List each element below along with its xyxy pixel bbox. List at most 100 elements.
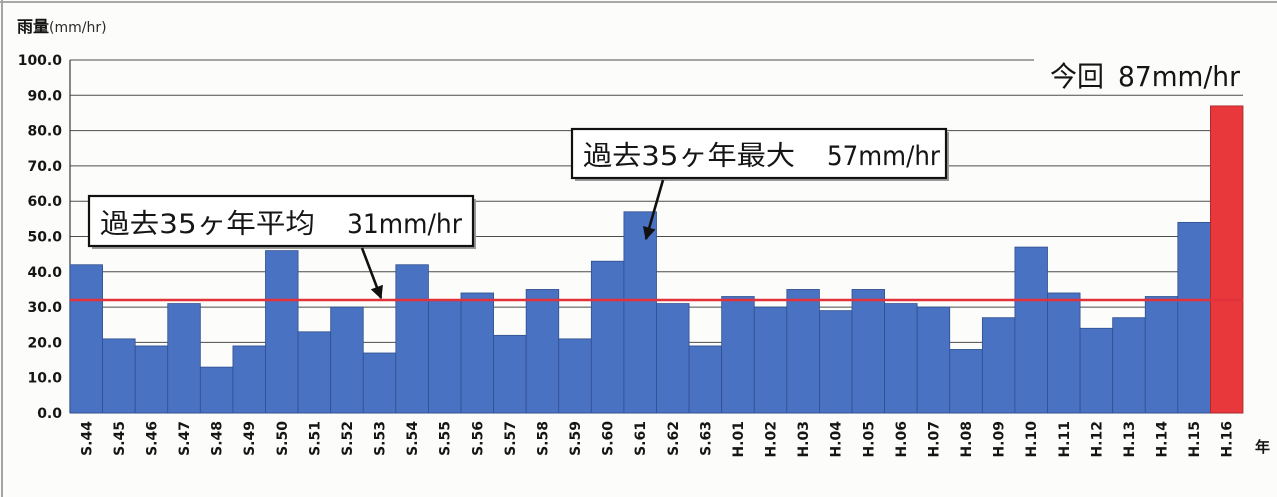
bar-s-63	[688, 345, 723, 414]
bar-s-52	[330, 306, 364, 414]
x-tick-label-h-10: H.10	[1024, 421, 1040, 458]
x-tick-label-h-06: H.06	[894, 421, 910, 458]
x-tick-label-s-61: S.61	[633, 421, 649, 456]
bar-s-60	[590, 260, 625, 414]
bars	[69, 105, 1244, 414]
y-axis-unit: (mm/hr)	[49, 20, 107, 36]
bar-s-55	[428, 299, 462, 414]
bar-h-07	[916, 306, 951, 414]
bar-h-09	[981, 317, 1016, 414]
x-tick-label-s-63: S.63	[698, 421, 714, 456]
x-tick-label-s-56: S.56	[470, 421, 486, 456]
bar-s-51	[297, 331, 332, 414]
x-tick-label-s-46: S.46	[144, 421, 160, 456]
x-tick-label-h-03: H.03	[796, 421, 812, 458]
current-annotation: 今回 87mm/hr	[1034, 50, 1243, 93]
bar-s-50	[265, 250, 299, 414]
x-tick-label-h-02: H.02	[764, 421, 780, 458]
max-annotation-label: 過去35ヶ年最大	[583, 141, 795, 172]
y-tick-label-10-0: 10.0	[27, 371, 62, 387]
bar-s-53	[362, 352, 397, 414]
bar-s-57	[493, 334, 527, 414]
x-tick-label-h-12: H.12	[1089, 421, 1105, 458]
bar-h-16	[1210, 105, 1244, 414]
x-tick-label-s-62: S.62	[666, 421, 682, 456]
average-annotation-value: 31mm/hr	[347, 209, 463, 240]
y-tick-label-0-0: 0.0	[37, 406, 62, 422]
y-tick-label-70-0: 70.0	[27, 159, 62, 175]
average-annotation-box	[87, 194, 475, 248]
x-tick-label-h-15: H.15	[1187, 421, 1203, 458]
x-tick-label-s-49: S.49	[242, 421, 258, 456]
bar-s-59	[558, 338, 592, 414]
y-tick-label-80-0: 80.0	[27, 124, 62, 140]
current-annotation-label: 今回	[1050, 60, 1104, 93]
x-tick-label-h-14: H.14	[1155, 421, 1171, 458]
x-tick-label-s-52: S.52	[340, 421, 356, 456]
current-annotation-value: 87mm/hr	[1118, 60, 1240, 93]
x-tick-label-h-11: H.11	[1057, 421, 1073, 458]
y-tick-label-100-0: 100.0	[18, 53, 63, 69]
y-tick-label-90-0: 90.0	[27, 88, 62, 104]
y-tick-label-20-0: 20.0	[27, 335, 62, 351]
y-tick-labels: 0.0 10.0 20.0 30.0 40.0 50.0 60.0 70.0 80.0 90.0 1…	[18, 53, 63, 422]
bar-h-14	[1144, 296, 1179, 414]
x-tick-label-h-16: H.16	[1220, 421, 1236, 458]
current-annotation-background	[1034, 50, 1243, 92]
bar-h-01	[721, 296, 755, 414]
x-tick-label-h-13: H.13	[1122, 421, 1138, 458]
x-tick-label-s-48: S.48	[210, 421, 226, 456]
x-tick-label-h-09: H.09	[992, 421, 1008, 458]
bar-h-15	[1177, 221, 1211, 414]
x-tick-label-h-07: H.07	[926, 421, 942, 458]
x-tick-label-h-01: H.01	[731, 421, 747, 458]
x-tick-label-s-58: S.58	[535, 421, 551, 456]
average-arrow	[360, 247, 383, 300]
bar-h-08	[949, 349, 983, 414]
x-tick-label-s-44: S.44	[79, 421, 95, 456]
y-tick-label-40-0: 40.0	[27, 265, 62, 281]
bar-s-48	[199, 366, 234, 414]
bar-s-56	[460, 292, 494, 414]
x-tick-label-s-55: S.55	[438, 421, 454, 456]
bar-h-10	[1014, 246, 1048, 414]
y-axis-label-text: 雨量	[17, 17, 49, 36]
max-annotation-box	[570, 127, 948, 180]
x-tick-label-h-08: H.08	[959, 421, 975, 458]
max-annotation: 過去35ヶ年最大 57mm/hr	[570, 127, 949, 181]
bar-s-47	[167, 303, 201, 414]
x-tick-label-h-05: H.05	[861, 421, 877, 458]
bar-s-62	[656, 303, 690, 414]
y-axis-label: 雨量(mm/hr)	[17, 17, 107, 36]
x-tick-labels: S.44 S.45 S.46 S.47 S.48 S.49 S.50 S.51 S.52 S.53…	[79, 421, 1235, 458]
bar-s-46	[134, 345, 169, 414]
max-annotation-value: 57mm/hr	[827, 141, 941, 172]
y-tick-label-30-0: 30.0	[27, 300, 62, 316]
bar-s-61	[623, 211, 657, 414]
x-tick-label-s-45: S.45	[112, 421, 128, 456]
bar-s-44	[69, 264, 103, 414]
x-tick-label-s-59: S.59	[568, 421, 584, 456]
x-axis-label: 年	[1255, 438, 1270, 456]
x-tick-label-s-47: S.47	[177, 421, 193, 456]
x-tick-label-s-50: S.50	[275, 421, 291, 456]
average-annotation-label: 過去35ヶ年平均	[100, 209, 315, 240]
bar-h-03	[786, 289, 820, 414]
bar-h-11	[1047, 292, 1081, 414]
bar-s-54	[395, 264, 429, 414]
bar-h-04	[819, 310, 853, 414]
bar-h-06	[884, 303, 918, 414]
y-tick-label-60-0: 60.0	[27, 194, 62, 210]
bar-s-49	[232, 345, 266, 414]
max-arrow	[642, 179, 665, 241]
x-tick-label-s-54: S.54	[405, 421, 421, 456]
x-tick-label-s-57: S.57	[503, 421, 519, 456]
x-tick-label-h-04: H.04	[829, 421, 845, 458]
x-tick-label-s-51: S.51	[307, 421, 323, 456]
bar-s-45	[102, 338, 136, 414]
average-annotation: 過去35ヶ年平均 31mm/hr	[87, 194, 476, 249]
bar-s-58	[525, 289, 560, 414]
x-tick-label-s-53: S.53	[373, 421, 389, 456]
y-tick-label-50-0: 50.0	[27, 230, 62, 246]
